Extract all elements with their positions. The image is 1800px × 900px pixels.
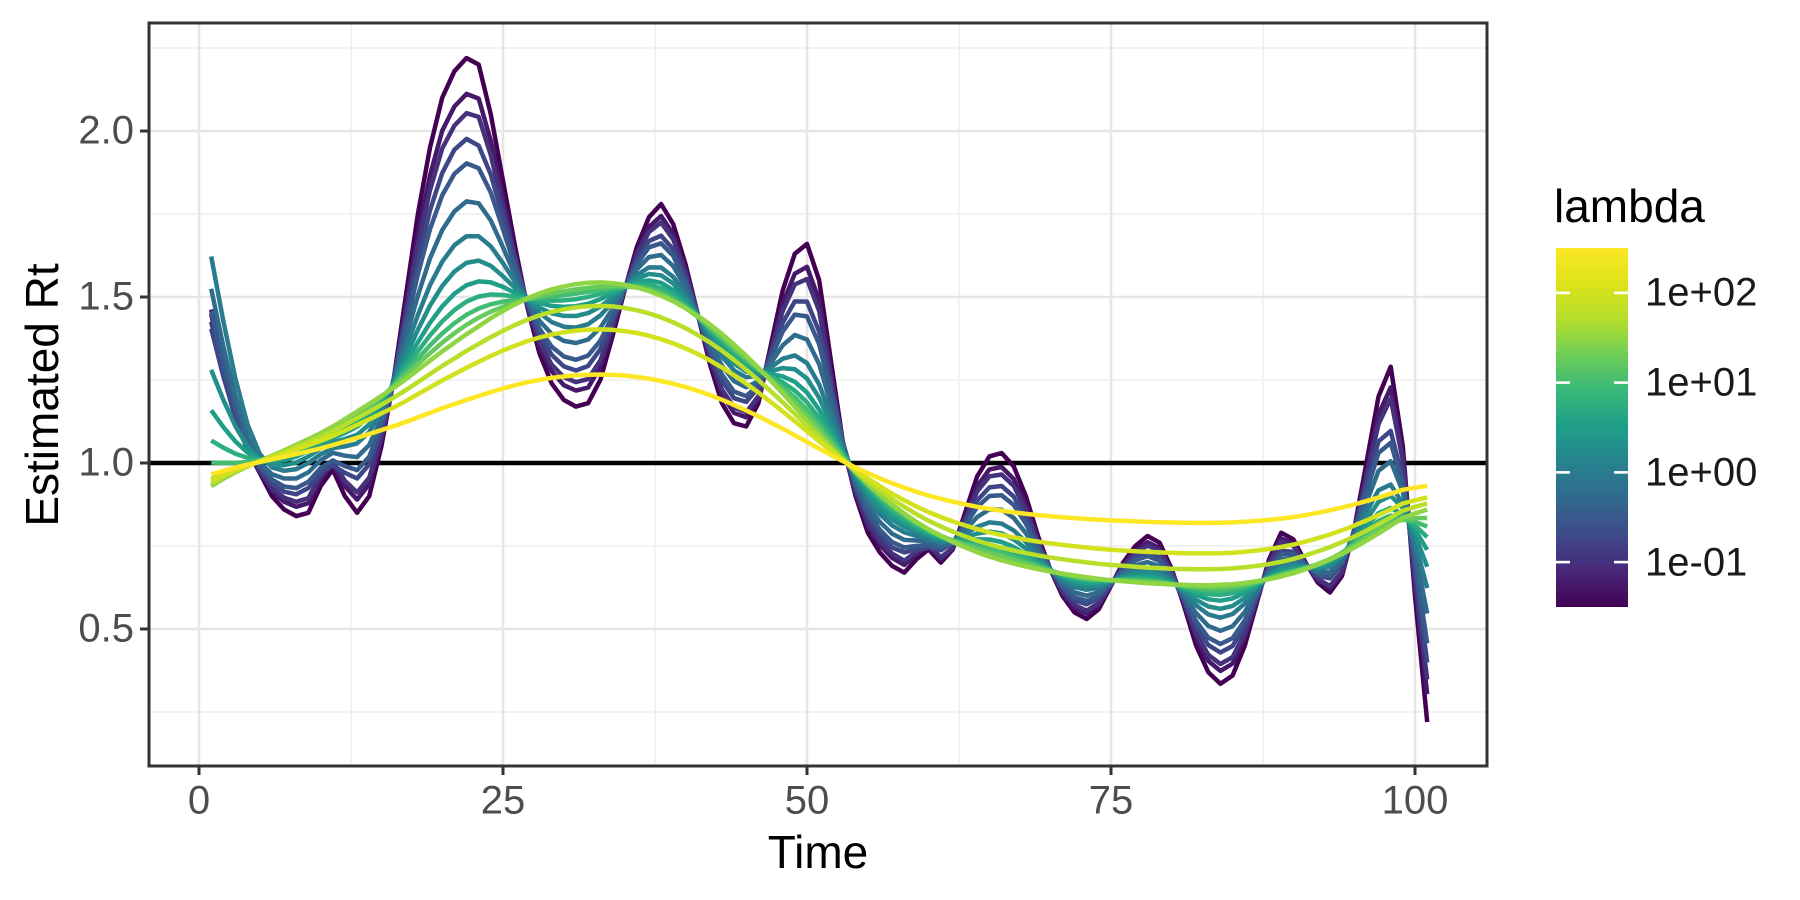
legend-tick-label-1e+00: 1e+00 bbox=[1645, 450, 1758, 495]
legend-title: lambda bbox=[1554, 180, 1705, 232]
panel-border bbox=[147, 21, 1489, 768]
legend-tick-label-1e-01: 1e-01 bbox=[1645, 540, 1748, 585]
series-line-lambda-100 bbox=[210, 327, 1428, 556]
x-tick-label-25: 25 bbox=[480, 778, 526, 823]
y-tick-label-1.0: 1.0 bbox=[78, 440, 134, 485]
y-tick-label-0.5: 0.5 bbox=[78, 606, 134, 651]
series-line-lambda-0.0316 bbox=[209, 55, 1430, 723]
series-line-lambda-0.1 bbox=[209, 110, 1430, 680]
series-line-lambda-5.62 bbox=[210, 282, 1429, 598]
y-tick-label-1.5: 1.5 bbox=[78, 274, 134, 319]
series-line-lambda-0.316 bbox=[209, 161, 1430, 647]
x-tick-label-50: 50 bbox=[784, 778, 830, 823]
legend-colorbar bbox=[1556, 248, 1628, 607]
series-line-lambda-1 bbox=[208, 233, 1430, 620]
series-line-lambda-0.562 bbox=[208, 199, 1430, 634]
legend-tick-label-1e+01: 1e+01 bbox=[1645, 360, 1758, 405]
series-line-lambda-56.2 bbox=[210, 303, 1428, 572]
y-tick-label-2.0: 2.0 bbox=[78, 108, 134, 153]
series-line-lambda-0.178 bbox=[209, 136, 1430, 663]
series-line-lambda-3.16 bbox=[209, 278, 1430, 603]
series-line-lambda-1.78 bbox=[209, 258, 1430, 612]
series-line-lambda-316 bbox=[210, 372, 1428, 526]
x-tick-label-100: 100 bbox=[1381, 778, 1449, 823]
y-axis-title: Estimated Rt bbox=[16, 263, 68, 527]
series-line-lambda-10 bbox=[211, 284, 1429, 593]
x-tick-label-0: 0 bbox=[187, 778, 211, 823]
x-axis-title: Time bbox=[767, 826, 869, 878]
series-line-lambda-31.6 bbox=[210, 280, 1428, 588]
series-line-lambda-17.8 bbox=[210, 283, 1428, 590]
x-tick-label-75: 75 bbox=[1088, 778, 1134, 823]
legend-tick-label-1e+02: 1e+02 bbox=[1645, 270, 1758, 315]
